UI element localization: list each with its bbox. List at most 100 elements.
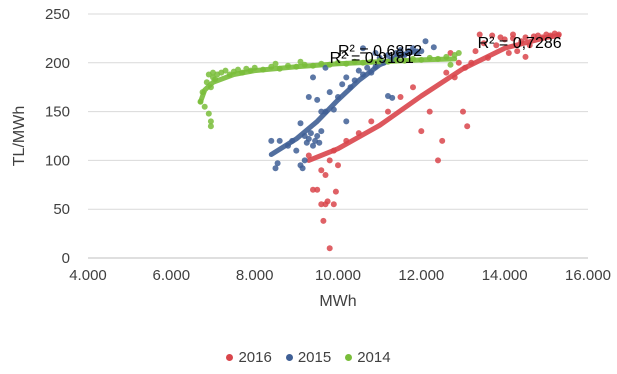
data-point-2014 (285, 62, 291, 69)
data-point-2015 (364, 64, 371, 71)
data-point-2015 (360, 45, 366, 52)
data-point-2016 (318, 201, 325, 208)
data-point-2015 (318, 108, 325, 115)
data-point-2016 (330, 201, 337, 208)
gridlines (88, 13, 588, 210)
data-point-2015 (339, 81, 346, 88)
chart-svg: 0 50 100 150 200 250 4.000 6.000 8.000 10.000 12.0… (11, 6, 611, 310)
data-point-2014 (222, 67, 229, 74)
y-tick-label: 0 (62, 250, 70, 267)
data-point-2016 (480, 40, 487, 47)
data-point-2016 (468, 59, 475, 66)
data-point-2015 (322, 64, 329, 71)
data-point-2015 (297, 120, 304, 127)
data-point-2016 (518, 38, 525, 45)
data-point-2014 (272, 60, 279, 67)
x-tick-label: 16.000 (565, 267, 611, 284)
data-point-2014 (401, 57, 408, 64)
data-point-2016 (476, 31, 483, 38)
legend-item-2014: 2014 (345, 348, 391, 366)
data-point-2015 (310, 142, 316, 149)
data-point-2015 (299, 165, 306, 172)
data-point-2015 (343, 74, 350, 81)
data-point-2016 (322, 172, 329, 178)
data-point-2014 (418, 56, 425, 63)
r-squared-label-2014: R² = 0,9181 (330, 50, 414, 67)
x-tick-label: 8.000 (236, 267, 274, 284)
data-point-2015 (418, 48, 425, 55)
data-point-2014 (426, 54, 433, 61)
data-point-2015 (389, 94, 396, 101)
data-point-2014 (447, 61, 454, 68)
data-points (197, 30, 562, 252)
data-point-2016 (443, 69, 450, 76)
data-point-2014 (410, 55, 416, 62)
data-point-2014 (360, 59, 366, 66)
data-point-2014 (205, 110, 212, 117)
data-point-2016 (464, 123, 471, 130)
data-point-2014 (435, 55, 441, 62)
data-point-2014 (343, 60, 350, 67)
data-point-2016 (335, 162, 341, 169)
legend-label-2014: 2014 (357, 348, 391, 366)
x-tick-label: 12.000 (398, 267, 444, 284)
data-point-2014 (443, 53, 450, 60)
data-point-2016 (435, 157, 441, 164)
y-tick-label: 200 (45, 55, 70, 72)
data-point-2015 (274, 160, 281, 167)
y-axis-title: TL/MWh (11, 106, 28, 166)
data-point-2014 (297, 58, 304, 65)
data-point-2014 (318, 60, 325, 67)
data-point-2014 (207, 84, 214, 91)
data-point-2014 (335, 59, 341, 66)
data-point-2016 (472, 48, 479, 55)
data-point-2016 (462, 64, 469, 71)
data-point-2014 (212, 76, 219, 83)
data-point-2015 (285, 142, 291, 149)
data-point-2016 (326, 157, 333, 164)
data-point-2016 (332, 188, 339, 195)
data-point-2015 (318, 128, 325, 135)
data-point-2016 (514, 48, 521, 55)
data-point-2016 (451, 74, 458, 81)
data-point-2015 (393, 50, 400, 56)
data-point-2016 (324, 198, 331, 205)
data-point-2015 (326, 89, 333, 96)
data-point-2016 (485, 54, 491, 61)
data-point-2016 (493, 42, 500, 49)
data-point-2015 (268, 137, 275, 144)
data-point-2014 (368, 58, 375, 65)
data-point-2016 (439, 137, 446, 144)
data-point-2015 (289, 137, 296, 144)
data-point-2014 (385, 58, 391, 65)
data-point-2016 (505, 50, 512, 56)
data-point-2014 (351, 58, 358, 65)
data-point-2016 (385, 108, 391, 115)
data-point-2016 (397, 94, 404, 100)
data-point-2016 (305, 152, 312, 159)
data-point-2016 (418, 128, 425, 135)
data-point-2014 (376, 57, 383, 64)
data-point-2016 (497, 34, 504, 41)
data-point-2014 (239, 69, 246, 76)
data-point-2016 (330, 147, 337, 154)
data-point-2015 (372, 63, 379, 70)
data-point-2015 (316, 139, 323, 146)
data-point-2015 (347, 84, 354, 91)
data-point-2014 (197, 98, 204, 105)
tick-labels: 0 50 100 150 200 250 4.000 6.000 8.000 10.000 12.0… (45, 6, 611, 284)
x-tick-label: 14.000 (482, 267, 528, 284)
data-point-2014 (199, 89, 206, 96)
x-tick-label: 4.000 (69, 267, 107, 284)
data-point-2015 (301, 157, 308, 164)
data-point-2014 (455, 50, 462, 56)
data-point-2014 (301, 61, 308, 68)
data-point-2016 (455, 59, 462, 66)
data-point-2015 (305, 135, 312, 142)
legend-label-2016: 2016 (238, 348, 272, 366)
legend-item-2016: 2016 (226, 348, 272, 366)
x-axis-title: MWh (319, 293, 356, 310)
data-point-2015 (276, 137, 283, 144)
